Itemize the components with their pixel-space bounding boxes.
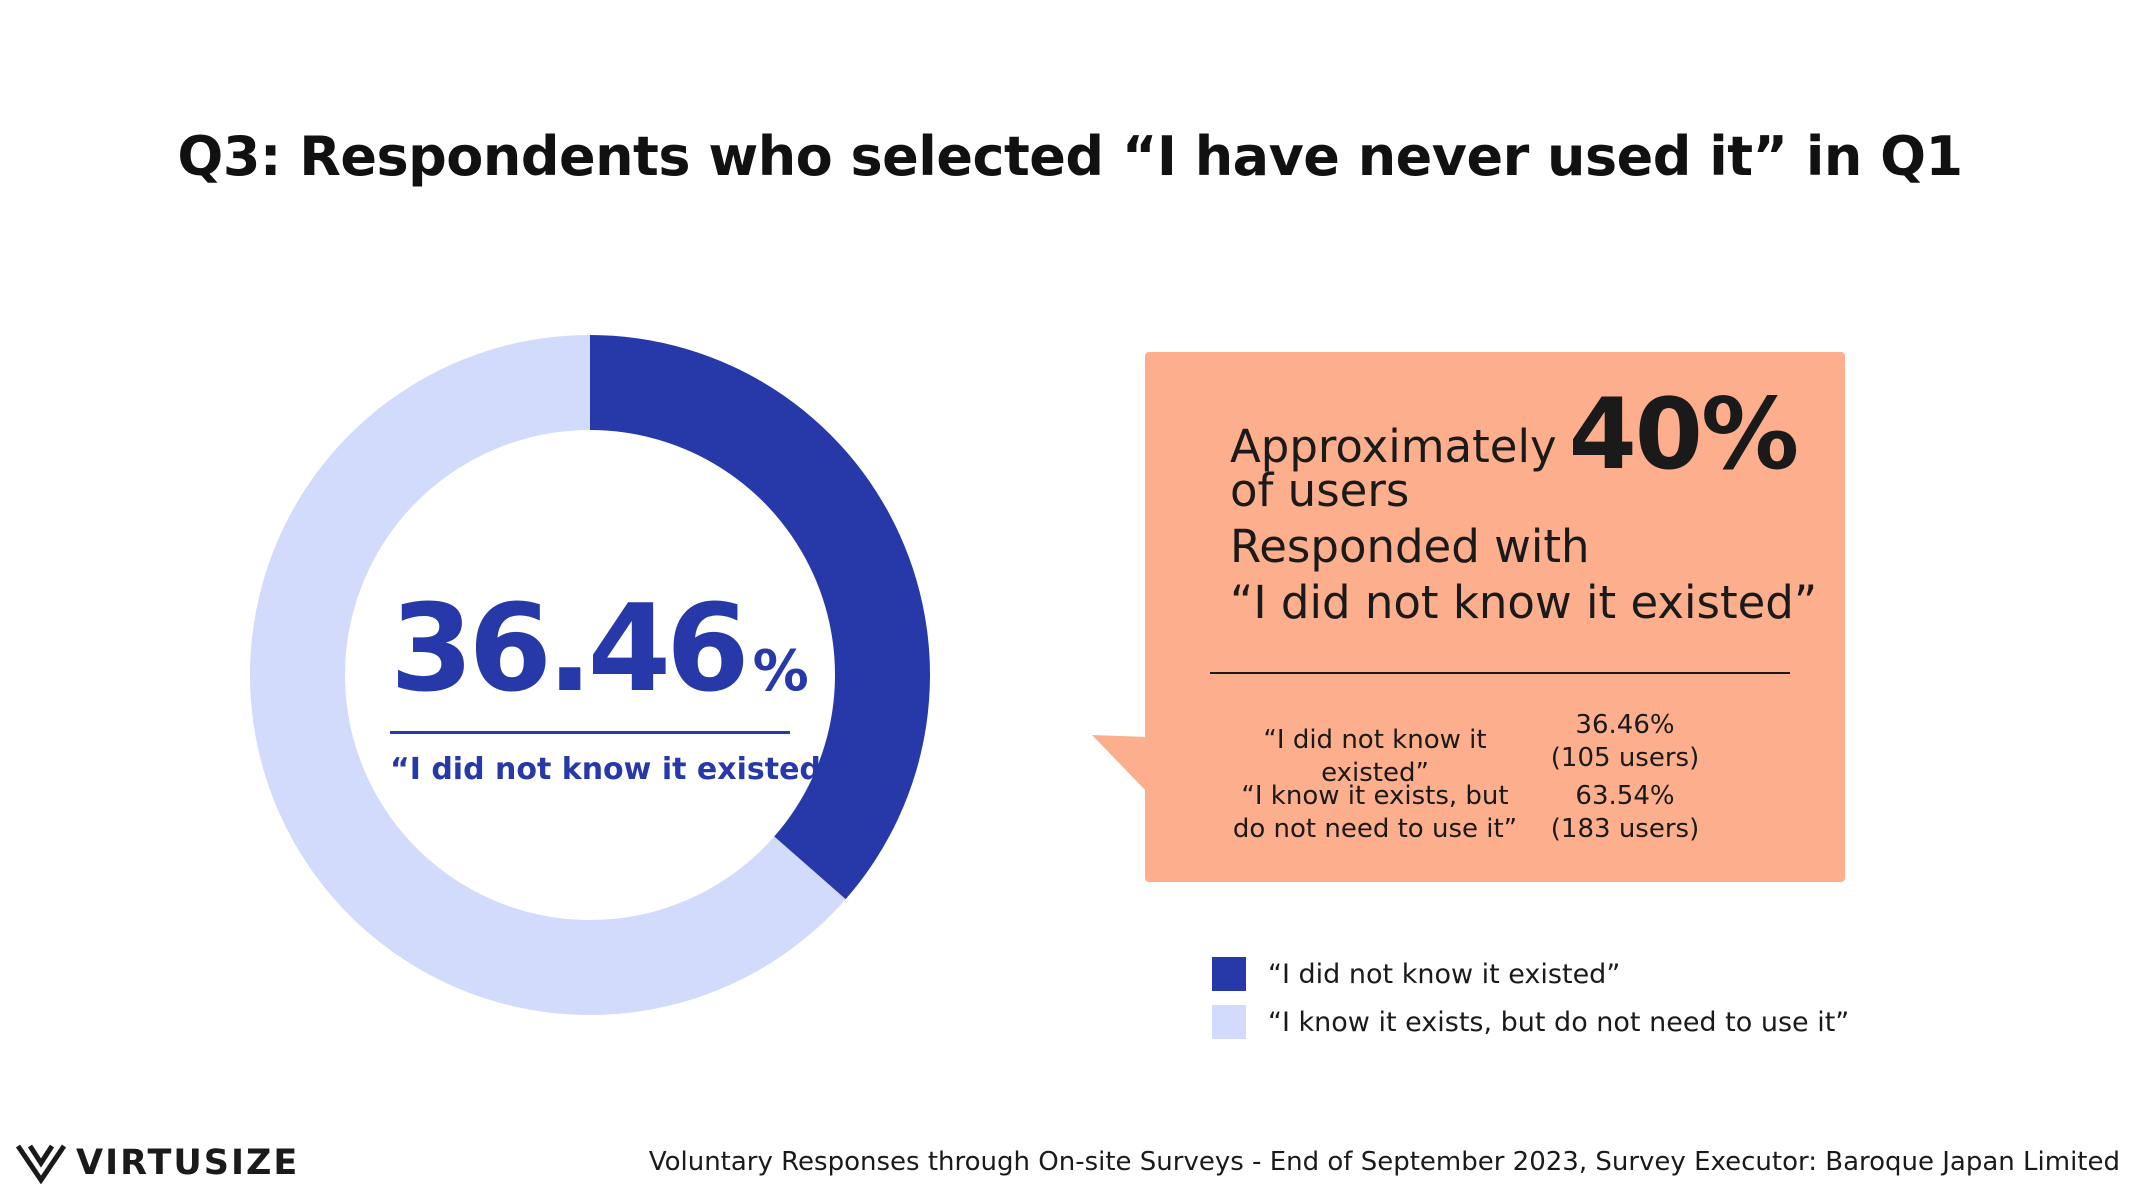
center-unit: % [752,639,809,704]
callout-pointer [1092,735,1148,793]
chart-title: Q3: Respondents who selected “I have nev… [177,125,1963,188]
donut-slice-did-not-know [590,335,930,900]
center-value: 36.46 [390,580,750,719]
headline-quote: “I did not know it existed” [1230,576,1818,629]
center-summary: 36.46% “I did not know it existed” [390,580,841,787]
callout-headline: Approximately 40% of users Responded with… [1230,386,1818,631]
stat-label-no-need: “I know it exists, but do not need to us… [1232,781,1518,844]
stat-label-did-not-know: “I did not know it existed” [1263,725,1487,788]
center-divider [390,731,790,734]
legend-item: “I know it exists, but do not need to us… [1212,998,1849,1046]
source-note: Voluntary Responses through On-site Surv… [648,1147,2120,1177]
stat-value-did-not-know: 36.46% (105 users) [1550,710,1700,773]
donut-chart [250,335,930,1015]
center-label: “I did not know it existed” [390,752,841,787]
brand-logo: VIRTUSIZE [16,1142,299,1184]
legend-swatch-no-need [1212,1005,1246,1039]
headline-responded: Responded with [1230,520,1590,573]
headline-approximately: Approximately [1230,420,1557,473]
donut-slice-no-need [250,335,846,1015]
headline-highlight: 40% [1568,378,1800,492]
headline-of-users: of users [1230,464,1410,517]
callout-box: Approximately 40% of users Responded with… [1145,352,1845,882]
virtusize-logo-icon [16,1144,66,1184]
legend-swatch-did-not-know [1212,957,1246,991]
legend-label: “I know it exists, but do not need to us… [1268,1006,1850,1038]
callout-divider [1210,672,1790,674]
stat-value-no-need: 63.54% (183 users) [1550,781,1700,844]
center-percentage: 36.46% [390,580,809,719]
brand-name: VIRTUSIZE [76,1143,300,1183]
legend-item: “I did not know it existed” [1212,950,1849,998]
legend-label: “I did not know it existed” [1268,958,1621,990]
chart-legend: “I did not know it existed” “I know it e… [1212,950,1849,1046]
